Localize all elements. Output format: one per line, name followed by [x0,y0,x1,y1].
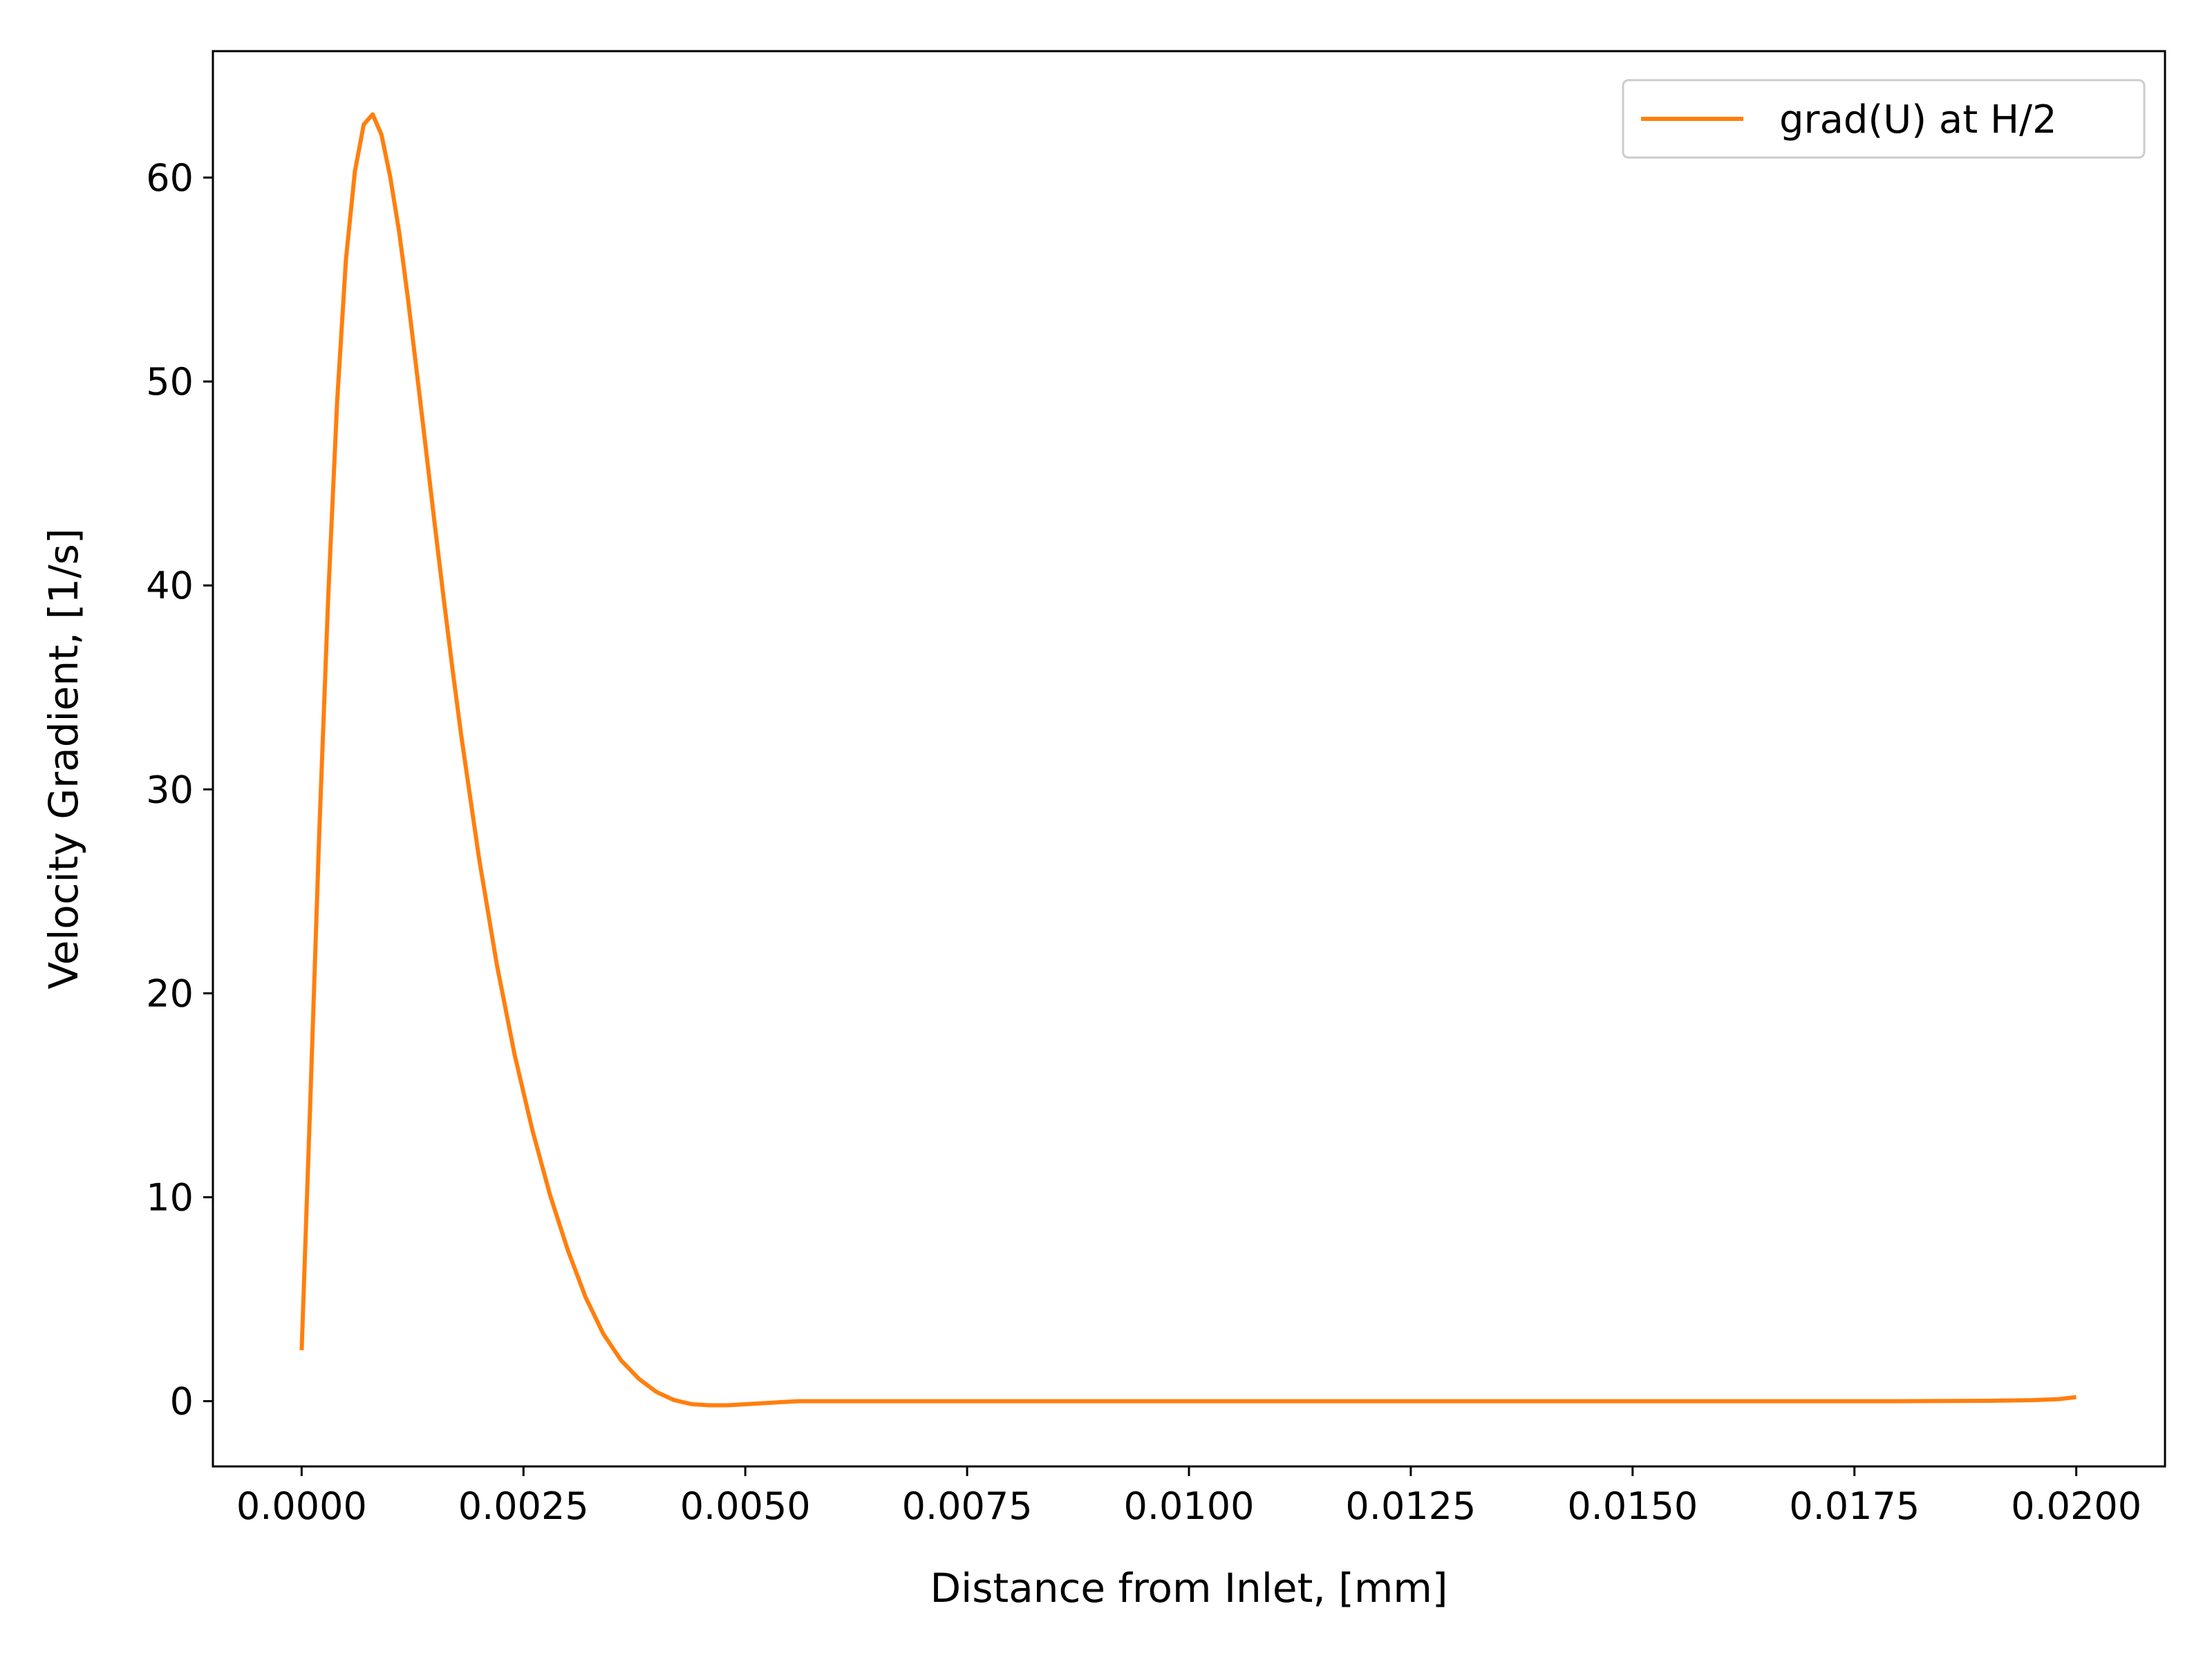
x-tick-label: 0.0025 [458,1484,589,1528]
y-tick-label: 20 [146,972,194,1015]
x-tick-label: 0.0075 [902,1484,1033,1528]
y-tick-label: 60 [146,156,194,200]
x-tick-label: 0.0200 [2011,1484,2141,1528]
axes-frame [212,50,2166,1468]
x-tick-label: 0.0150 [1567,1484,1698,1528]
y-axis-ticks: 0 10 20 30 40 50 60 [146,156,213,1424]
x-tick-label: 0.0000 [236,1484,367,1528]
y-tick-label: 40 [146,564,194,607]
y-tick-label: 10 [146,1175,194,1219]
x-tick-label: 0.0125 [1345,1484,1476,1528]
plot-area [213,51,2165,1466]
y-axis-label: Velocity Gradient, [1/s] [40,528,87,989]
legend-label: grad(U) at H/2 [1779,97,2057,142]
series-layer [299,112,2077,1408]
series-line [299,112,2077,1408]
x-axis-label: Distance from Inlet, [mm] [930,1565,1448,1612]
legend-box [1622,79,2146,159]
x-tick-label: 0.0100 [1124,1484,1255,1528]
x-axis-ticks: 0.0000 0.0025 0.0050 0.0075 0.0100 0.0125 0.01… [236,1466,2141,1528]
y-tick-label: 50 [146,360,194,404]
x-tick-label: 0.0175 [1789,1484,1920,1528]
y-tick-label: 30 [146,768,194,811]
y-tick-label: 0 [170,1380,194,1424]
x-tick-label: 0.0050 [680,1484,811,1528]
legend: grad(U) at H/2 [1622,79,2146,159]
